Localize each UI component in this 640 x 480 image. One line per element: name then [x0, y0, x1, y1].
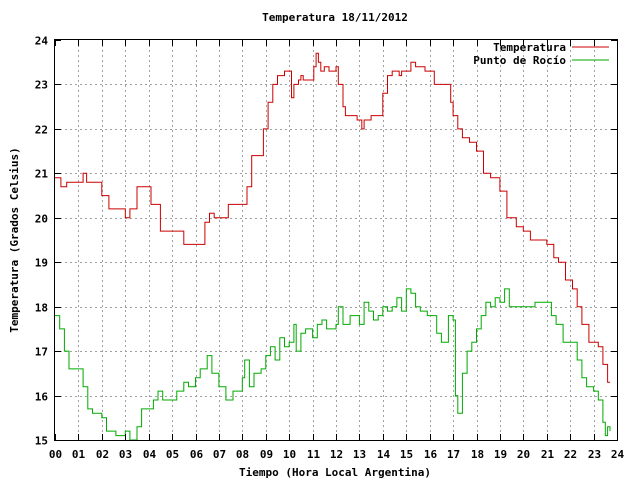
y-tick-label: 16 [35, 391, 49, 404]
y-tick-label: 20 [35, 213, 48, 226]
temperatura-line [55, 52, 610, 383]
x-tick-label: 23 [588, 448, 601, 461]
x-tick-label: 02 [96, 448, 109, 461]
y-tick-label: 17 [35, 346, 48, 359]
x-tick-label: 24 [611, 448, 625, 461]
ticks-layer: 00 01 02 03 04 05 06 07 08 09 10 11 12 13 14 15 16 17 18 19… [35, 35, 625, 462]
x-tick-label: 16 [424, 448, 438, 461]
legend-label-punto-de-rocio: Punto de Rocío [473, 54, 566, 67]
plot-frame [54, 39, 618, 441]
x-tick-label: 18 [471, 448, 484, 461]
chart-title: Temperatura 18/11/2012 [262, 11, 408, 24]
y-tick-label: 15 [35, 435, 48, 448]
y-tick-label: 19 [35, 257, 48, 270]
series-layer [55, 52, 611, 440]
y-tick-label: 22 [35, 124, 48, 137]
y-tick-label: 18 [35, 302, 48, 315]
x-tick-label: 17 [447, 448, 460, 461]
x-tick-label: 04 [143, 448, 157, 461]
x-tick-label: 19 [494, 448, 507, 461]
x-tick-label: 22 [564, 448, 577, 461]
x-tick-label: 10 [283, 448, 296, 461]
x-tick-label: 01 [72, 448, 86, 461]
x-tick-label: 20 [517, 448, 530, 461]
y-tick-label: 23 [35, 79, 48, 92]
x-tick-label: 12 [330, 448, 343, 461]
x-tick-label: 11 [307, 448, 321, 461]
x-axis-label: Tiempo (Hora Local Argentina) [239, 466, 431, 479]
legend-label-temperatura: Temperatura [493, 41, 566, 54]
grid-layer [55, 40, 617, 440]
x-tick-label: 09 [260, 448, 273, 461]
y-tick-label: 24 [35, 35, 49, 48]
x-tick-label: 06 [190, 448, 204, 461]
x-tick-label: 05 [166, 448, 179, 461]
x-tick-label: 07 [213, 448, 226, 461]
x-tick-label: 00 [49, 448, 62, 461]
y-tick-label: 21 [35, 168, 49, 181]
x-tick-label: 15 [400, 448, 413, 461]
x-tick-label: 03 [119, 448, 132, 461]
punto-de-rocio-line [55, 288, 611, 440]
x-tick-label: 13 [353, 448, 366, 461]
x-tick-label: 08 [236, 448, 249, 461]
x-tick-label: 14 [377, 448, 391, 461]
x-tick-label: 21 [541, 448, 555, 461]
y-axis-label: Temperatura (Grados Celsius) [8, 147, 21, 332]
